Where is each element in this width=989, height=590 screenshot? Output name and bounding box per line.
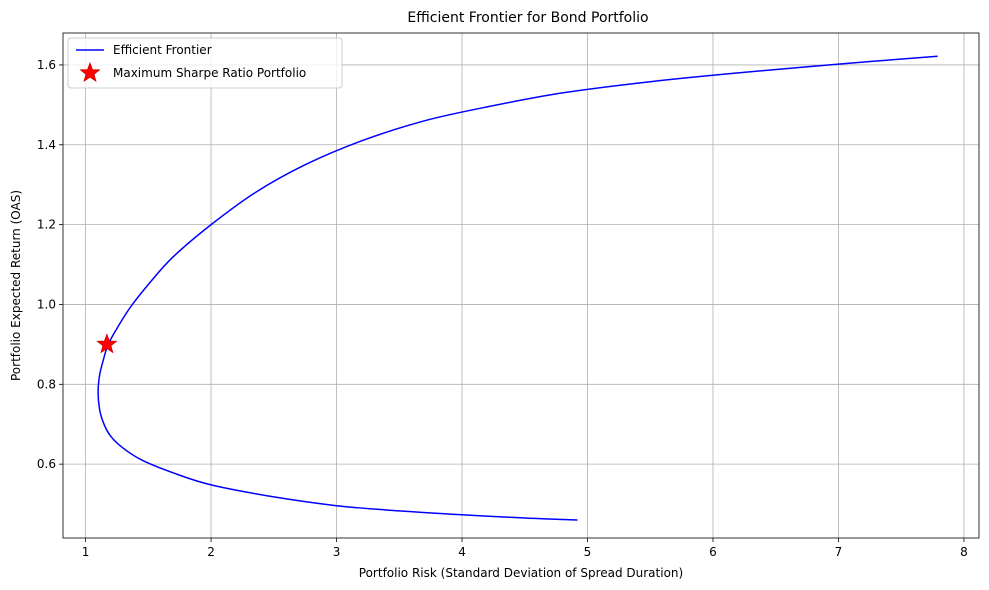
y-tick-label: 0.8 bbox=[37, 377, 56, 391]
y-tick-label: 1.6 bbox=[37, 58, 56, 72]
max-sharpe-star-marker bbox=[96, 333, 118, 354]
y-axis-ticks: 0.6 0.8 1.0 1.2 1.4 1.6 bbox=[37, 58, 63, 471]
x-tick-label: 8 bbox=[960, 545, 968, 559]
x-tick-label: 3 bbox=[333, 545, 341, 559]
x-tick-label: 7 bbox=[835, 545, 843, 559]
x-tick-label: 1 bbox=[82, 545, 90, 559]
x-axis-ticks: 1 2 3 4 5 6 7 8 bbox=[82, 538, 968, 559]
y-tick-label: 1.4 bbox=[37, 138, 56, 152]
plot-area bbox=[63, 33, 979, 538]
chart-title: Efficient Frontier for Bond Portfolio bbox=[407, 10, 648, 26]
y-tick-label: 1.0 bbox=[37, 297, 56, 311]
plot-frame bbox=[62, 32, 980, 539]
legend-box bbox=[67, 37, 343, 89]
grid bbox=[63, 33, 979, 538]
x-tick-label: 2 bbox=[207, 545, 215, 559]
x-axis-label: Portfolio Risk (Standard Deviation of Sp… bbox=[359, 566, 683, 580]
y-tick-label: 0.6 bbox=[37, 457, 56, 471]
legend: Efficient Frontier Maximum Sharpe Ratio … bbox=[67, 37, 343, 89]
x-tick-label: 5 bbox=[584, 545, 592, 559]
legend-label-max-sharpe: Maximum Sharpe Ratio Portfolio bbox=[113, 66, 306, 80]
legend-star-swatch bbox=[79, 61, 101, 83]
x-tick-label: 6 bbox=[709, 545, 717, 559]
y-tick-label: 1.2 bbox=[37, 218, 56, 232]
y-axis-label: Portfolio Expected Return (OAS) bbox=[9, 190, 23, 381]
efficient-frontier-line bbox=[97, 55, 938, 521]
legend-label-efficient-frontier: Efficient Frontier bbox=[113, 43, 212, 57]
x-tick-label: 4 bbox=[458, 545, 466, 559]
